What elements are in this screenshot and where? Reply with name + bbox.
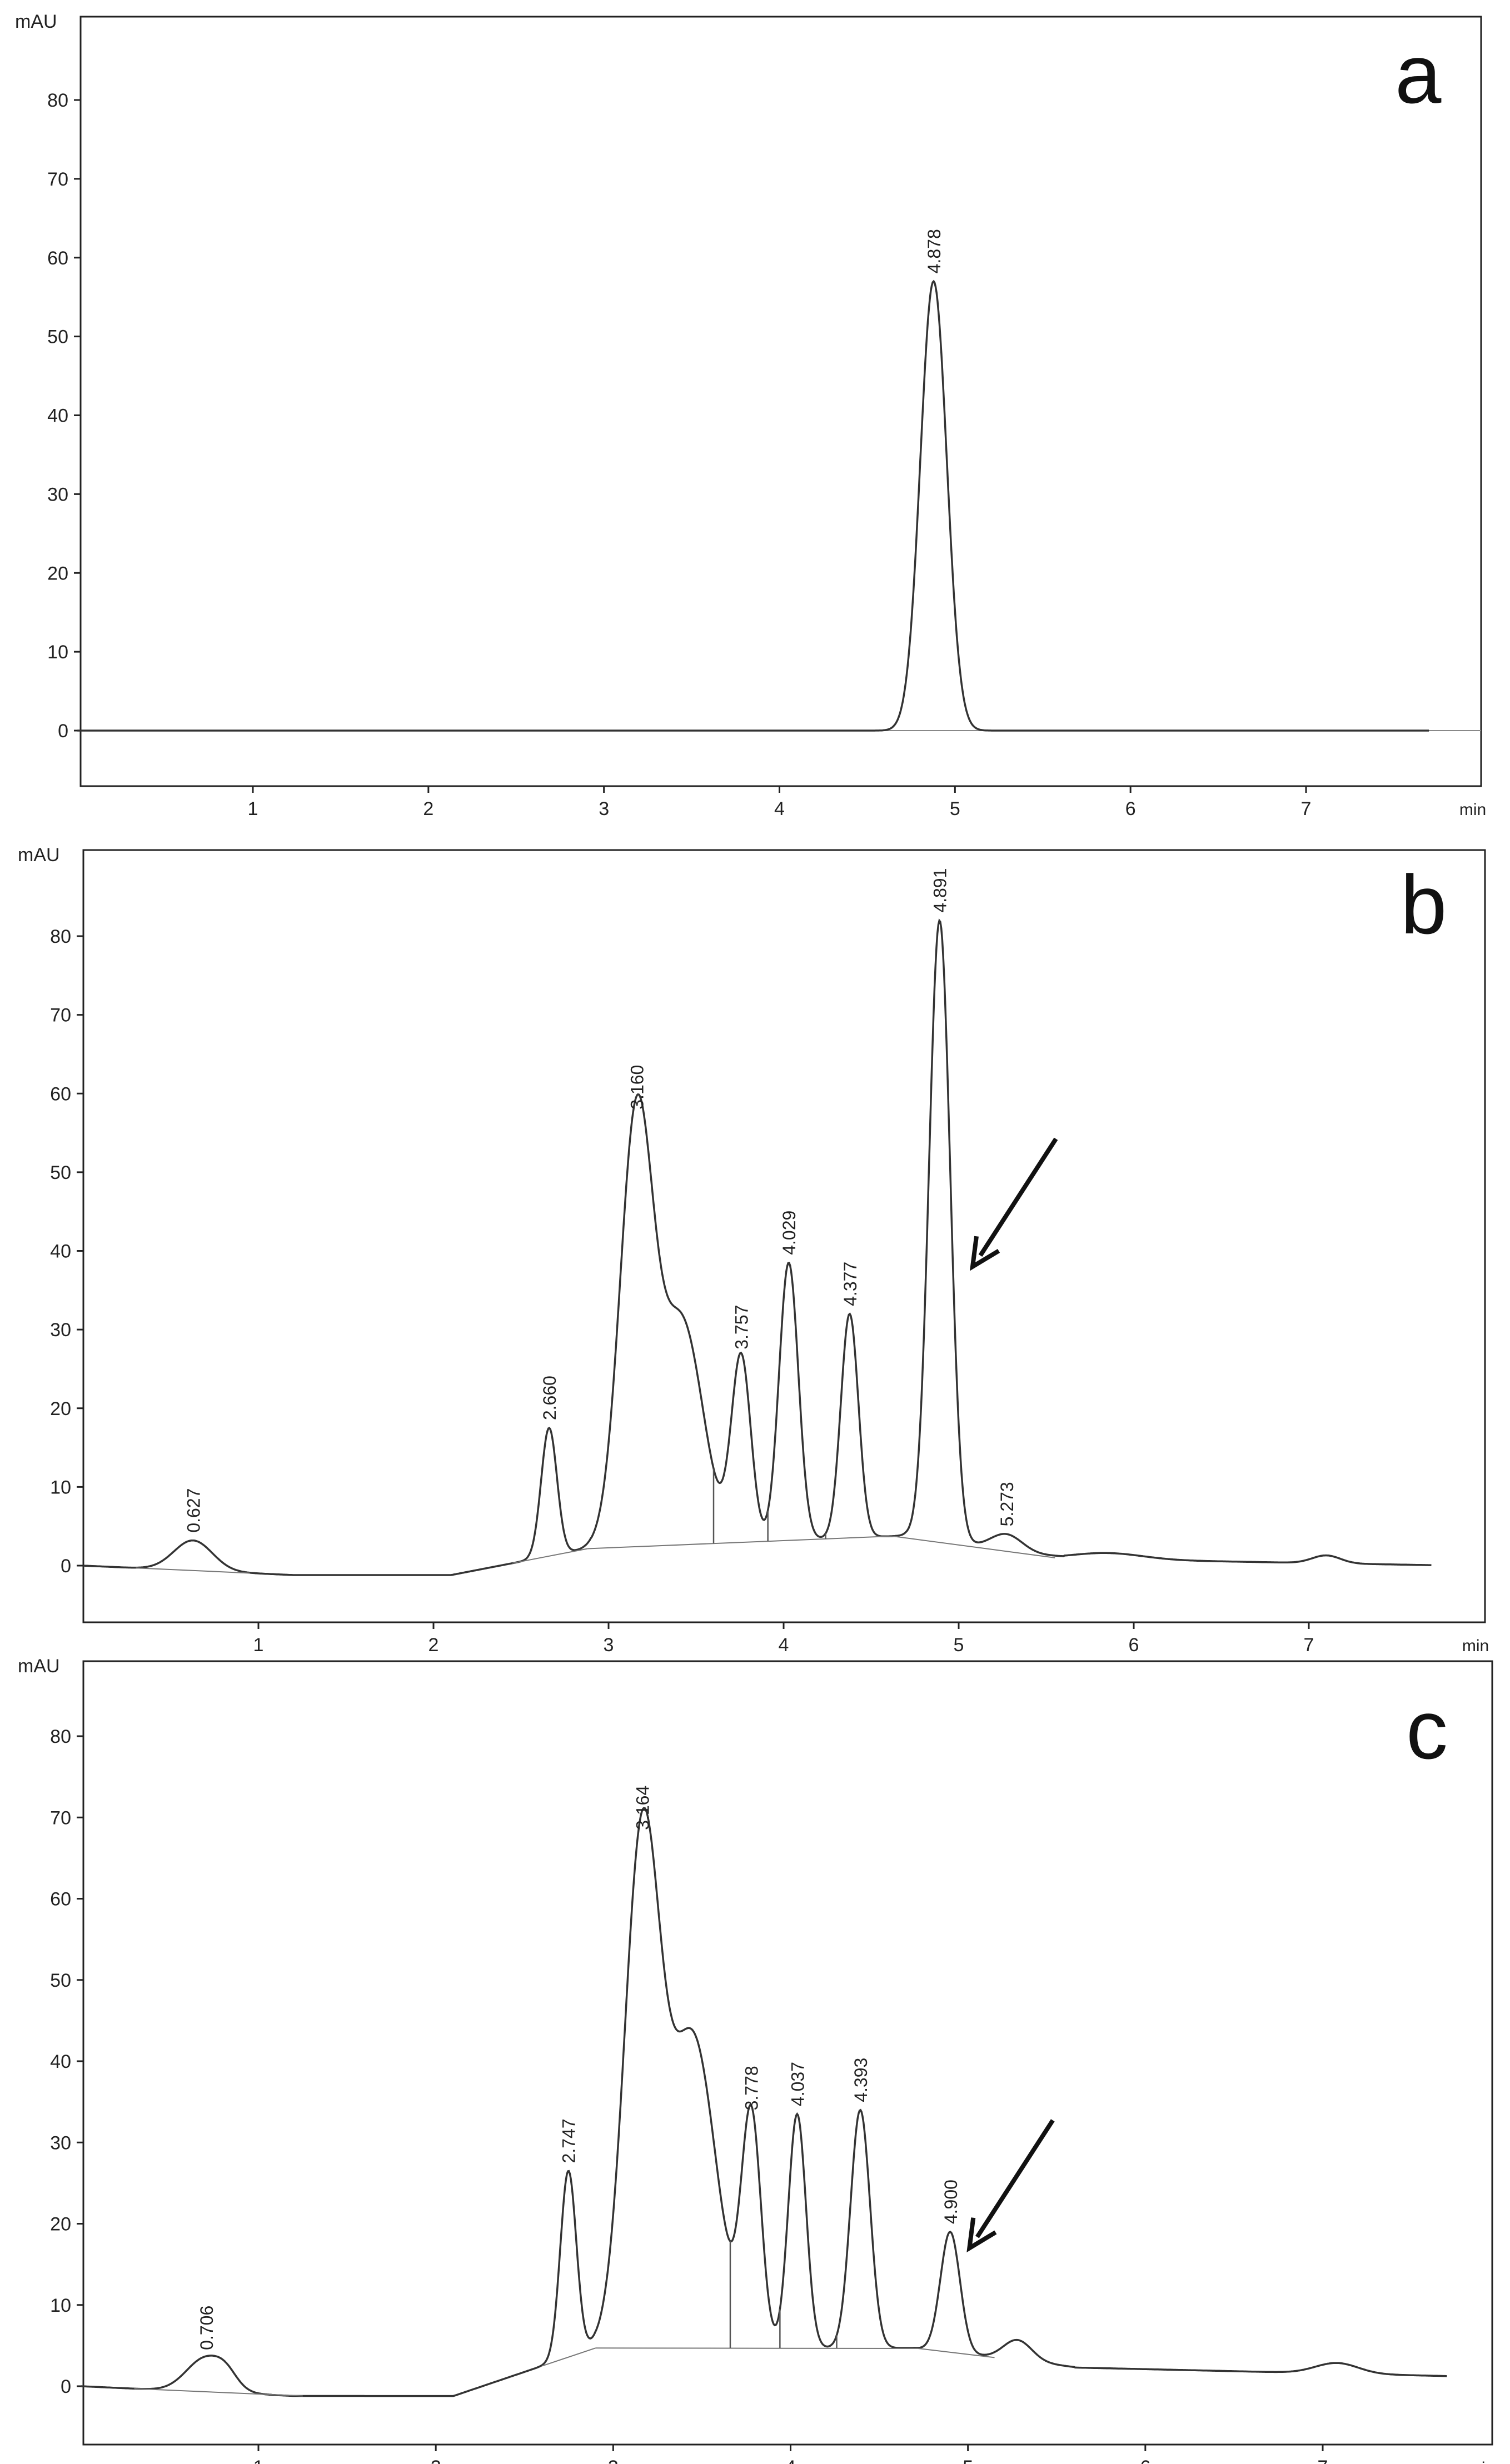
y-tick-label: 20 — [50, 1398, 71, 1420]
y-tick-label: 30 — [50, 1320, 71, 1341]
x-tick-label: 1 — [253, 1635, 264, 1656]
x-tick-label: 1 — [248, 798, 258, 819]
y-tick-label: 0 — [61, 1556, 71, 1577]
y-tick-label: 30 — [47, 484, 68, 505]
y-tick-label: 70 — [50, 1807, 71, 1828]
peak-retention-label: 0.627 — [184, 1488, 204, 1533]
integration-baseline — [542, 2347, 596, 2367]
y-tick-label: 80 — [50, 926, 71, 947]
y-tick-label: 60 — [47, 248, 68, 269]
x-tick-label: 2 — [423, 798, 433, 819]
panel-label: c — [1406, 1683, 1448, 1776]
y-tick-label: 80 — [47, 90, 68, 111]
x-tick-label: 5 — [950, 798, 960, 819]
plot-frame — [79, 16, 1482, 787]
peak-retention-label: 4.891 — [930, 868, 950, 913]
x-tick-label: 1 — [253, 2457, 264, 2464]
y-tick-label: 10 — [50, 1477, 71, 1498]
x-tick-label: 3 — [604, 1635, 614, 1656]
y-tick-label: 70 — [50, 1005, 71, 1026]
x-tick-label: 6 — [1129, 1635, 1139, 1656]
panel-label: a — [1395, 27, 1442, 121]
chromatogram-trace — [83, 918, 1432, 1576]
y-tick-label: 60 — [50, 1083, 71, 1104]
x-tick-label: 5 — [963, 2457, 973, 2464]
panel-label: b — [1401, 858, 1447, 951]
x-tick-label: 6 — [1125, 798, 1136, 819]
arrow-head — [969, 1236, 1000, 1271]
x-tick-label: 4 — [779, 1635, 789, 1656]
y-tick-label: 60 — [50, 1889, 71, 1910]
plot-frame — [82, 1660, 1493, 2446]
peak-retention-label: 4.900 — [941, 2180, 961, 2224]
y-tick-label: 0 — [61, 2376, 71, 2397]
y-axis-unit: mAU — [15, 11, 57, 32]
integration-baseline — [892, 1535, 1055, 1558]
y-tick-label: 50 — [47, 327, 68, 348]
y-tick-label: 50 — [50, 1970, 71, 1991]
peak-retention-label: 3.160 — [627, 1065, 647, 1109]
peak-retention-label: 2.747 — [559, 2118, 579, 2163]
peak-retention-label: 3.778 — [742, 2066, 762, 2110]
y-tick-label: 10 — [50, 2295, 71, 2316]
y-tick-label: 0 — [58, 721, 68, 742]
y-tick-label: 70 — [47, 169, 68, 190]
integration-baseline — [134, 2388, 303, 2397]
y-tick-label: 50 — [50, 1162, 71, 1183]
x-tick-label: 7 — [1304, 1635, 1314, 1656]
y-tick-label: 10 — [47, 642, 68, 663]
x-tick-label: 3 — [599, 798, 609, 819]
peak-retention-label: 3.757 — [731, 1305, 751, 1350]
x-axis-unit: min — [1459, 801, 1486, 819]
y-axis-unit: mAU — [18, 1656, 60, 1677]
chart-panel-b: 0 10 20 30 40 50 60 70 80 mAU 1 2 3 4 5 6 7 min b 0.627 2.66… — [18, 844, 1489, 1656]
peak-retention-label: 5.273 — [997, 1482, 1017, 1526]
peak-retention-label: 4.037 — [788, 2062, 808, 2106]
y-tick-label: 40 — [47, 406, 68, 427]
x-tick-label: 7 — [1301, 798, 1312, 819]
arrow-head — [966, 2217, 997, 2253]
peak-retention-label: 2.660 — [540, 1376, 560, 1420]
x-tick-label: 5 — [954, 1635, 964, 1656]
integration-baseline — [136, 1567, 250, 1574]
x-tick-label: 4 — [785, 2457, 796, 2464]
y-tick-label: 40 — [50, 1241, 71, 1262]
y-tick-label: 40 — [50, 2051, 71, 2072]
y-tick-label: 30 — [50, 2132, 71, 2153]
x-axis-unit: min — [1462, 1637, 1489, 1655]
peak-retention-label: 4.029 — [779, 1211, 799, 1255]
peak-retention-label: 4.878 — [924, 229, 944, 273]
chart-panel-c: 0 10 20 30 40 50 60 70 80 mAU 1 2 3 4 5 6 7 min c 0.706 2.74… — [18, 1656, 1494, 2464]
x-axis-unit: min — [1468, 2459, 1494, 2464]
chromatogram-trace — [77, 279, 1429, 732]
arrow-shaft — [975, 2119, 1055, 2238]
y-tick-label: 20 — [47, 563, 68, 584]
integration-baseline — [587, 1535, 893, 1550]
y-tick-label: 80 — [50, 1726, 71, 1747]
x-tick-label: 7 — [1318, 2457, 1328, 2464]
x-tick-label: 3 — [608, 2457, 619, 2464]
integration-baseline — [918, 2348, 995, 2358]
chart-panel-a: 0 10 20 30 40 50 60 70 80 mAU 1 2 3 4 5 6 7 min a 4.878 — [15, 11, 1486, 819]
x-tick-label: 6 — [1140, 2457, 1150, 2464]
x-tick-label: 4 — [774, 798, 785, 819]
y-axis-unit: mAU — [18, 844, 60, 866]
peak-retention-label: 4.393 — [851, 2058, 871, 2102]
peak-retention-label: 0.706 — [197, 2306, 217, 2350]
peak-retention-label: 4.377 — [840, 1262, 860, 1306]
arrow-shaft — [978, 1137, 1058, 1257]
peak-retention-label: 3.164 — [633, 1786, 653, 1830]
y-tick-label: 20 — [50, 2214, 71, 2235]
chromatogram-trace — [81, 1807, 1447, 2397]
x-tick-label: 2 — [428, 1635, 439, 1656]
x-tick-label: 2 — [431, 2457, 441, 2464]
integration-baseline — [512, 1548, 588, 1564]
